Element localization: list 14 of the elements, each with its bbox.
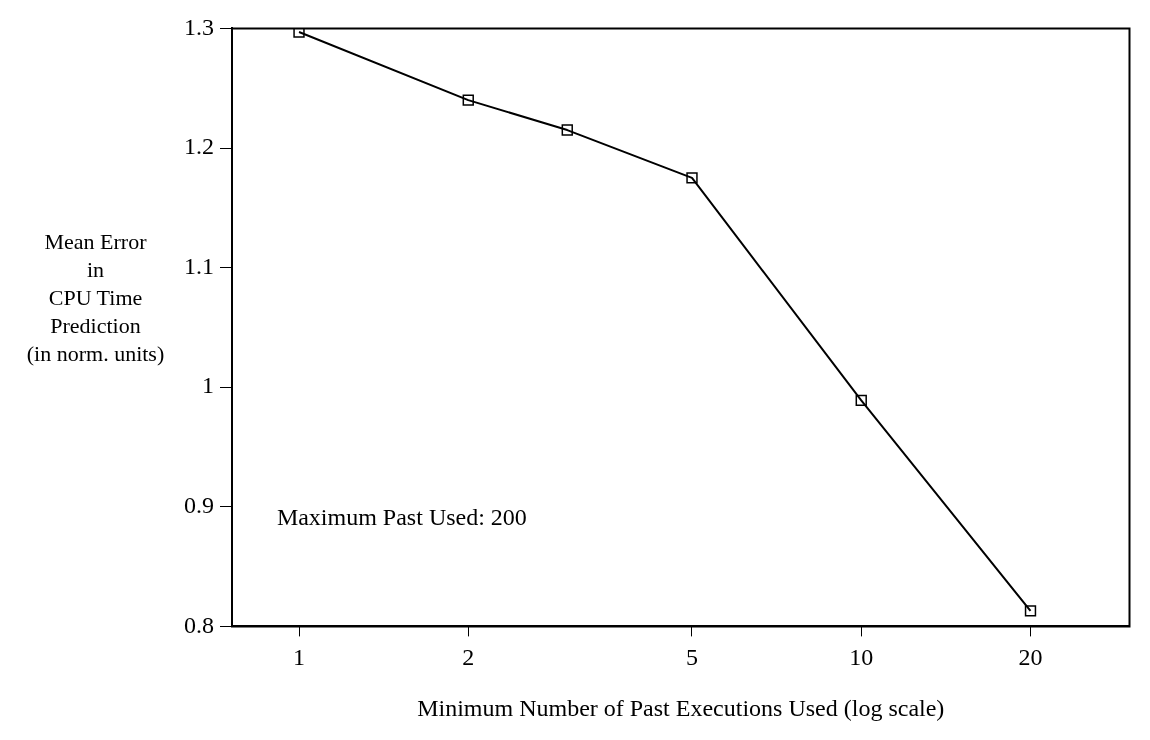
y-tick-label: 1.1 [184,252,214,279]
x-axis-title: Minimum Number of Past Executions Used (log scale) [417,694,945,721]
y-axis-title: Mean Error in CPU Time Prediction (in norm. units) [25,228,166,368]
x-tick-label: 20 [1018,644,1043,671]
x-tick-label: 10 [849,644,874,671]
y-tick-label: 0.8 [184,611,214,638]
y-tick-label: 1.3 [184,13,214,40]
y-tick-label: 0.9 [184,492,214,519]
y-tick-label: 1 [202,372,214,399]
x-tick-label: 5 [686,644,698,671]
x-tick-label: 1 [293,644,306,671]
y-tick-label: 1.2 [184,133,214,160]
x-tick-label: 2 [462,644,475,671]
annotation: Maximum Past Used: 200 [276,504,527,531]
